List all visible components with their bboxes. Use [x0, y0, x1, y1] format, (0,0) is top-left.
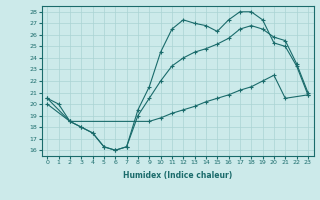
X-axis label: Humidex (Indice chaleur): Humidex (Indice chaleur) [123, 171, 232, 180]
